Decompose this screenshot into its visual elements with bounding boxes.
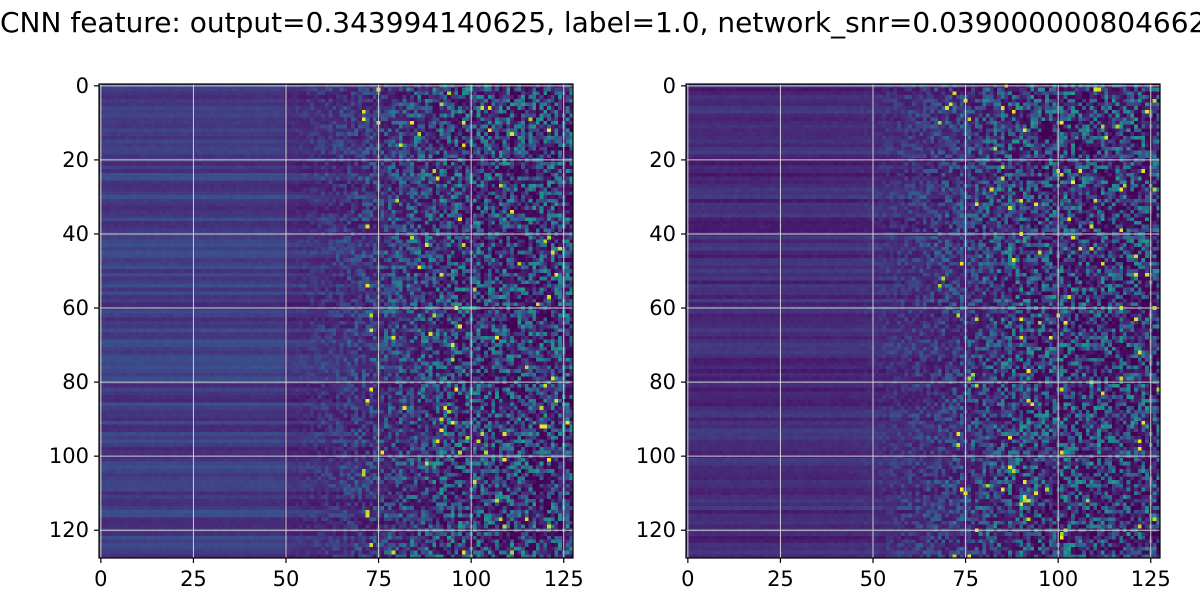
figure-title: CNN feature: output=0.343994140625, labe… — [0, 6, 1200, 39]
y-tick-label: 120 — [636, 518, 676, 542]
x-tick-label: 125 — [1131, 567, 1171, 591]
x-tick-label: 75 — [365, 567, 392, 591]
y-tick-label: 80 — [649, 370, 676, 394]
x-tick-label: 0 — [94, 567, 107, 591]
heatmap-cells — [99, 84, 573, 558]
x-tick-label: 25 — [767, 567, 794, 591]
x-tick-label: 25 — [180, 567, 207, 591]
x-tick-label: 75 — [952, 567, 979, 591]
y-tick-label: 100 — [49, 444, 89, 468]
y-tick-label: 0 — [76, 74, 89, 98]
y-tick-label: 40 — [649, 222, 676, 246]
x-tick-label: 100 — [1038, 567, 1078, 591]
y-tick-label: 20 — [62, 148, 89, 172]
x-tick-label: 50 — [860, 567, 887, 591]
axes-frame — [98, 83, 574, 559]
heatmap-panel-right: 0 25 50 75 100 125 0 20 40 60 80 100 120 — [636, 74, 1171, 591]
axes-frame — [685, 83, 1161, 559]
y-tick-label: 120 — [49, 518, 89, 542]
x-tick-label: 50 — [273, 567, 300, 591]
y-tick-label: 100 — [636, 444, 676, 468]
heatmap-panel-left: 0 25 50 75 100 125 0 20 40 60 80 100 120 — [49, 74, 584, 591]
y-tick-label: 60 — [649, 296, 676, 320]
x-tick-label: 0 — [681, 567, 694, 591]
y-tick-label: 0 — [663, 74, 676, 98]
y-tick-label: 40 — [62, 222, 89, 246]
y-tick-label: 80 — [62, 370, 89, 394]
heatmap-cells — [686, 84, 1160, 558]
x-tick-label: 125 — [544, 567, 584, 591]
x-tick-label: 100 — [451, 567, 491, 591]
y-tick-label: 20 — [649, 148, 676, 172]
y-tick-label: 60 — [62, 296, 89, 320]
